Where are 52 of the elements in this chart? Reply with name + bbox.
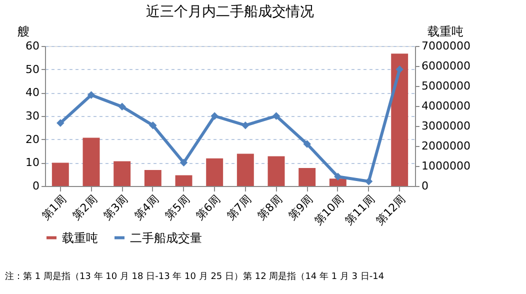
x-tick-label: 第6周 [193,192,224,222]
bar [175,175,192,186]
y2-tick-label: 7000000 [422,40,470,52]
bar [391,54,408,186]
point [149,121,157,130]
y2-tick-label: 2000000 [422,140,470,152]
y2-tick-label: 1000000 [422,160,470,172]
x-tick-label: 第4周 [132,192,162,222]
point [87,91,96,99]
point [56,119,64,127]
y-tick-label: 20 [26,132,40,146]
point [396,65,404,74]
y-tick-label: 0 [32,180,40,192]
bar [329,178,346,186]
x-tick-label: 第3周 [100,192,131,222]
point [180,158,188,167]
text: 注：第 1 周是指（13 年 10 月 18 日-13 年 10 月 25 日）第 12 周是指（14 年 1 月 3 日-14 [5,271,384,282]
point [210,112,218,120]
point [272,112,280,120]
y2-axis-title: 载重吨 [428,24,464,38]
x-tick-label: 第7周 [224,192,254,222]
x-tick-label: 第8周 [255,192,285,222]
bar [52,162,69,186]
bar [268,156,285,186]
point [118,102,126,111]
chart-title: 近三个月内二手船成交情况 [146,4,314,20]
x-tick-label: 第5周 [162,192,192,222]
point [242,121,250,130]
y-tick-label: 60 [26,40,40,52]
y2-tick-label: 3000000 [422,120,470,132]
y2-tick-label: 6000000 [422,60,470,72]
bar [82,138,100,186]
legend-label: 载重吨 [62,230,98,245]
x-tick-label: 第1周 [39,192,69,222]
y-tick-label: 10 [26,156,40,170]
y-tick-label: 50 [26,62,40,76]
y-axis-title: 艘 [18,24,30,38]
legend-label: 二手船成交量 [130,230,202,245]
bar [206,158,224,186]
bar [114,161,131,186]
y2-tick-label: 4000000 [422,100,470,112]
y2-tick-label: 0 [422,180,428,192]
point [334,172,342,181]
y-tick-label: 30 [26,110,40,122]
x-tick-label: 第2周 [70,192,100,222]
y2-tick-label: 5000000 [422,80,470,92]
bar [236,154,254,186]
point [364,177,373,186]
bar [298,168,316,186]
y-tick-label: 40 [26,86,40,100]
point [303,140,311,148]
bar [144,170,162,186]
